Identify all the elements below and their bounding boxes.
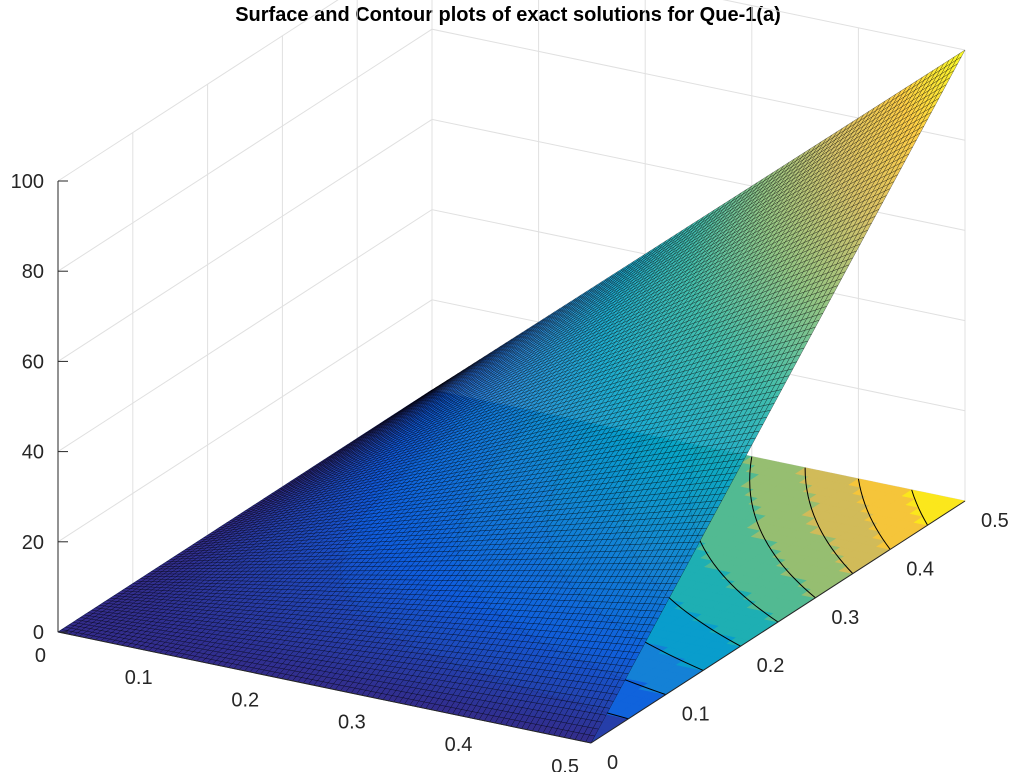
contour-line <box>857 478 891 550</box>
contour-line <box>749 456 816 599</box>
contour-line <box>911 489 929 526</box>
z-gridline <box>57 0 966 182</box>
contour-line <box>804 467 854 574</box>
surface-mesh <box>57 49 966 744</box>
chart-title: Surface and Contour plots of exact solut… <box>235 4 781 26</box>
